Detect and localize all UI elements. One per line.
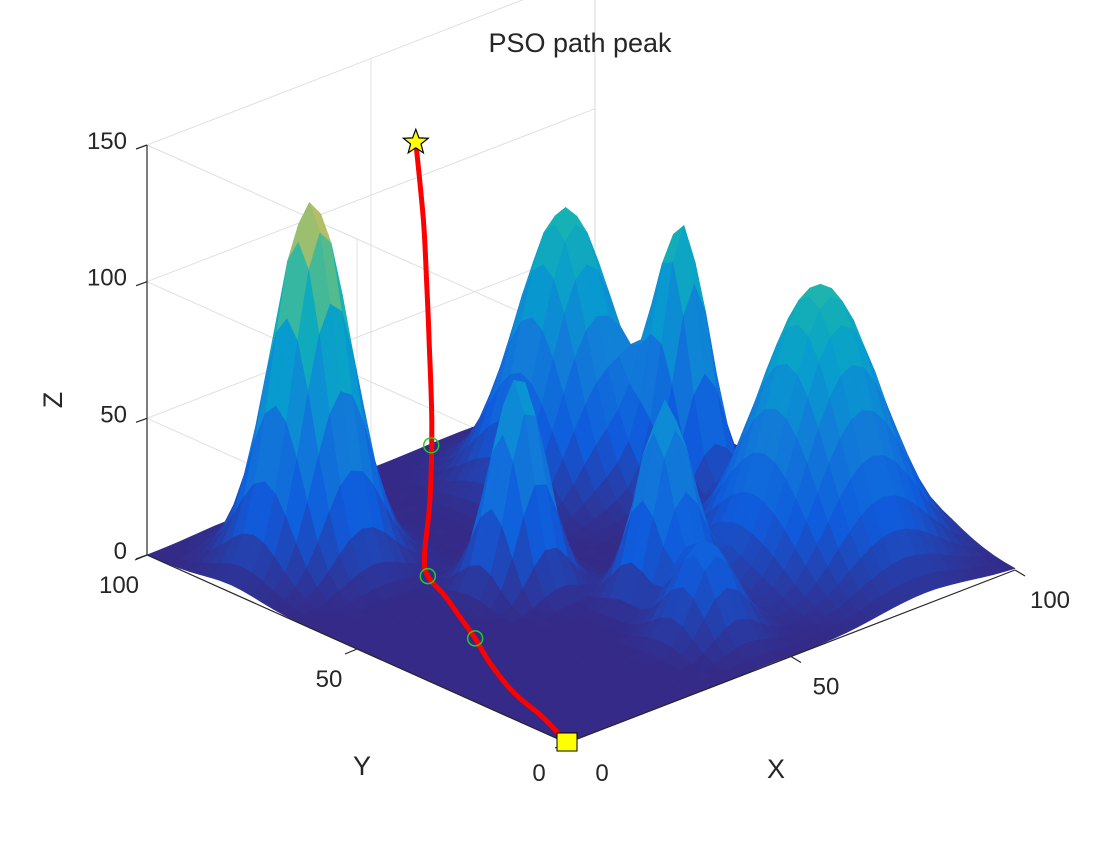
axes-layer: 0 50 100 0 50 100 0 50 100 150 — [87, 128, 1070, 787]
x-tick-label: 100 — [1030, 587, 1070, 614]
x-tick-label: 0 — [595, 760, 608, 787]
z-tick-label: 50 — [100, 401, 127, 428]
z-tick-label: 0 — [114, 538, 127, 565]
z-tick-mark — [135, 554, 148, 560]
path-waypoint-marker — [422, 437, 440, 454]
path-waypoint-marker — [466, 630, 484, 647]
surface-layer — [146, 202, 1016, 744]
y-tick-label: 50 — [316, 666, 343, 693]
z-axis-label: Z — [38, 392, 68, 409]
goal-star-marker — [401, 127, 430, 155]
z-tick-mark — [135, 144, 148, 150]
y-tick-label: 100 — [99, 572, 139, 599]
path-layer — [401, 127, 578, 752]
y-axis-label: Y — [353, 751, 371, 781]
x-tick-mark — [1014, 569, 1026, 577]
x-tick-label: 50 — [813, 674, 840, 701]
z-tick-label: 150 — [87, 128, 127, 155]
y-tick-label: 0 — [532, 760, 545, 787]
y-tick-mark — [344, 648, 358, 655]
pso-path-line — [413, 139, 570, 746]
z-tick-mark — [135, 281, 148, 287]
x-axis-label: X — [767, 754, 785, 784]
chart-title: PSO path peak — [488, 28, 672, 58]
start-marker — [556, 732, 578, 752]
z-tick-label: 100 — [87, 265, 127, 292]
z-tick-mark — [135, 417, 148, 423]
path-waypoint-marker — [419, 567, 437, 585]
x-tick-mark — [790, 655, 802, 664]
